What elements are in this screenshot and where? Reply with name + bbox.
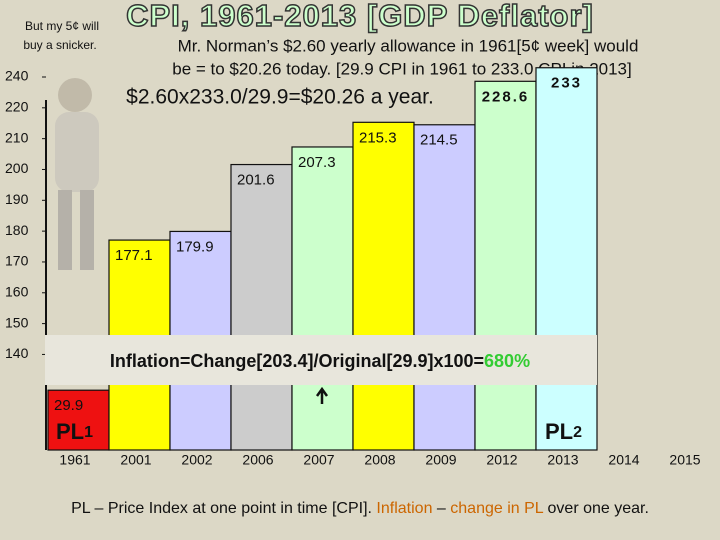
- y-tick-label: 240: [5, 68, 29, 84]
- value-label: 228.6: [482, 88, 530, 105]
- y-tick-label: 190: [5, 191, 29, 207]
- note: buy a snicker.: [23, 38, 96, 52]
- y-tick-label: 140: [5, 345, 29, 361]
- banner-value: 680%: [484, 351, 530, 371]
- footer-part: PL – Price Index at one point in time [C…: [71, 500, 376, 517]
- chart-title: CPI, 1961-2013 [GDP Deflator]: [126, 0, 594, 33]
- x-tick-label: 2009: [425, 452, 456, 468]
- bar: [413, 124, 476, 451]
- x-tick-label: 2007: [303, 452, 334, 468]
- x-tick-label: 2002: [181, 452, 212, 468]
- x-tick-label: 1961: [59, 452, 90, 468]
- value-label: 215.3: [359, 129, 397, 146]
- plot: 140 150 160 170 180 190 200 210 220 240 1961 29.9 20…: [5, 67, 701, 468]
- x-tick-label: 2006: [242, 452, 273, 468]
- bar: [535, 67, 598, 451]
- pl-sub: 2: [573, 424, 582, 441]
- y-tick-label: 150: [5, 314, 29, 330]
- y-tick-label: 220: [5, 99, 29, 115]
- y-tick-label: 180: [5, 222, 29, 238]
- footer-part: over one year.: [543, 500, 649, 517]
- bar: [291, 146, 354, 451]
- bar: [47, 389, 110, 451]
- banner-text: Inflation=Change[203.4]/Original[29.9]x1…: [110, 351, 530, 371]
- boy-figure: [55, 78, 99, 270]
- arrow: [315, 386, 329, 404]
- value-label: 233: [551, 75, 582, 92]
- footer-part: Inflation: [376, 500, 432, 517]
- banner-formula: Inflation=Change[203.4]/Original[29.9]x1…: [110, 351, 484, 371]
- banner: Inflation=Change[203.4]/Original[29.9]x1…: [45, 335, 597, 385]
- pl-sub: 1: [84, 424, 93, 441]
- note: But my 5¢ will: [25, 19, 99, 33]
- formula: $2.60x233.0/29.9=$20.26 a year.: [126, 86, 434, 109]
- footer: PL – Price Index at one point in time [C…: [71, 500, 649, 517]
- x-tick-label: 2012: [486, 452, 517, 468]
- x-tick-label: 2013: [547, 452, 578, 468]
- value-label: 207.3: [298, 154, 336, 171]
- pl-label: PL1: [56, 419, 93, 444]
- x-tick-label: 2001: [120, 452, 151, 468]
- pl-text: PL: [545, 419, 573, 444]
- bar: [352, 121, 415, 451]
- pl-label: PL2: [545, 419, 582, 444]
- bar: [474, 80, 537, 451]
- value-label: 179.9: [176, 238, 214, 255]
- subtitle: Mr. Norman’s $2.60 yearly allowance in 1…: [178, 36, 639, 55]
- footer-part: –: [432, 500, 450, 517]
- x-tick-label: 2008: [364, 452, 395, 468]
- bar: [230, 163, 293, 451]
- banner-box: [45, 335, 597, 385]
- value-label: 29.9: [54, 397, 83, 414]
- x-tick-label: 2014: [608, 452, 639, 468]
- pl-text: PL: [56, 419, 84, 444]
- footer-part: change in PL: [450, 500, 544, 517]
- y-tick-label: 210: [5, 129, 29, 145]
- value-label: 177.1: [115, 247, 153, 264]
- y-tick-label: 200: [5, 160, 29, 176]
- value-label: 201.6: [237, 172, 275, 189]
- y-tick-label: 160: [5, 283, 29, 299]
- x-tick-label: 2015: [669, 452, 700, 468]
- y-tick-label: 170: [5, 253, 29, 269]
- value-label: 214.5: [420, 132, 458, 149]
- subtitle: be = to $20.26 today. [29.9 CPI in 1961 …: [172, 59, 632, 78]
